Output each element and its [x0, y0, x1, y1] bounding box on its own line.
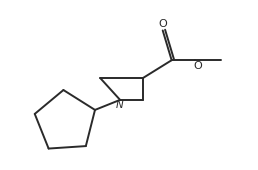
- Text: O: O: [158, 20, 167, 30]
- Text: O: O: [193, 61, 202, 71]
- Text: N: N: [116, 100, 124, 110]
